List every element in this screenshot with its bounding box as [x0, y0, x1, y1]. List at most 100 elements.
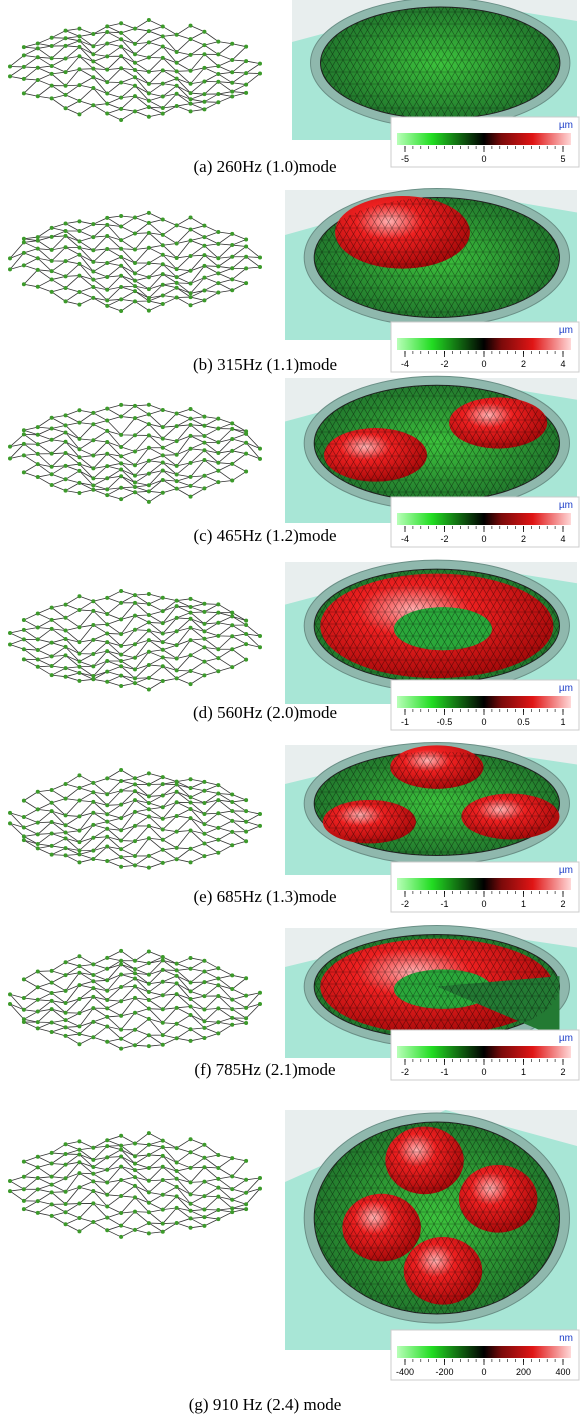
mesh-node — [36, 657, 40, 661]
mesh-node — [91, 476, 95, 480]
mesh-node — [133, 782, 137, 786]
mesh-node — [202, 822, 206, 826]
mesh-node — [77, 786, 81, 790]
mesh-node — [161, 848, 165, 852]
mesh-node — [147, 309, 151, 313]
mesh-node — [50, 999, 54, 1003]
colorbar: nm-400-2000200400 — [391, 1330, 579, 1380]
mesh-node — [77, 239, 81, 243]
mesh-node — [133, 614, 137, 618]
mesh-line — [10, 76, 121, 120]
panel: µm-1-0.500.51(d) 560Hz (2.0)mode — [8, 560, 579, 730]
mesh-node — [175, 599, 179, 603]
tick-label: 1 — [560, 717, 565, 727]
tick-label: 0 — [481, 717, 486, 727]
mesh-node — [244, 1159, 248, 1163]
mesh-node — [147, 1201, 151, 1205]
panel: µm-2-1012(e) 685Hz (1.3)mode — [8, 743, 579, 913]
mesh-node — [161, 453, 165, 457]
mesh-node — [50, 472, 54, 476]
mesh-node — [77, 408, 81, 412]
mesh-node — [189, 638, 193, 642]
mesh-node — [216, 1208, 220, 1212]
mesh-node — [202, 107, 206, 111]
mesh-node — [216, 1020, 220, 1024]
mesh-node — [244, 441, 248, 445]
mesh-node — [244, 623, 248, 627]
mesh-node — [216, 427, 220, 431]
mesh-node — [105, 42, 109, 46]
mesh-node — [36, 462, 40, 466]
mesh-node — [189, 1192, 193, 1196]
mesh-node — [147, 91, 151, 95]
mesh-node — [230, 232, 234, 236]
mesh-node — [133, 967, 137, 971]
mesh-node — [91, 811, 95, 815]
mesh-node — [77, 799, 81, 803]
mesh-node — [133, 279, 137, 283]
mesh-node — [147, 221, 151, 225]
mesh-node — [189, 1202, 193, 1206]
mesh-node — [216, 811, 220, 815]
mesh-node — [175, 800, 179, 804]
mesh-node — [36, 1165, 40, 1169]
mesh-node — [91, 986, 95, 990]
mesh-node — [64, 797, 68, 801]
mesh-node — [147, 982, 151, 986]
mesh-node — [175, 1185, 179, 1189]
mesh-node — [50, 290, 54, 294]
mesh-node — [202, 673, 206, 677]
mesh-node — [64, 106, 68, 110]
mesh-node — [147, 18, 151, 22]
mesh-node — [119, 274, 123, 278]
mesh-node — [244, 470, 248, 474]
mesh-node — [77, 983, 81, 987]
mesh-node — [133, 601, 137, 605]
mesh-node — [189, 238, 193, 242]
mesh-node — [230, 1156, 234, 1160]
mesh-node — [105, 1144, 109, 1148]
mesh-node — [161, 1021, 165, 1025]
mesh-node — [119, 1165, 123, 1169]
mesh-node — [8, 1002, 12, 1006]
mesh-node — [189, 254, 193, 258]
mesh-node — [91, 260, 95, 264]
wireframe — [8, 1131, 262, 1239]
mesh-node — [175, 487, 179, 491]
mesh-node — [202, 1180, 206, 1184]
mesh-node — [8, 1179, 12, 1183]
mesh-node — [147, 55, 151, 59]
mesh-node — [161, 817, 165, 821]
mesh-node — [36, 256, 40, 260]
mesh-node — [119, 1235, 123, 1239]
mesh-node — [147, 1131, 151, 1135]
mesh-node — [64, 274, 68, 278]
mesh-node — [161, 958, 165, 962]
mesh-node — [189, 653, 193, 657]
mesh-node — [161, 648, 165, 652]
mesh-node — [22, 45, 26, 49]
mesh-node — [189, 795, 193, 799]
mesh-node — [202, 43, 206, 47]
mesh-node — [175, 629, 179, 633]
mesh-node — [105, 820, 109, 824]
mesh-line — [24, 956, 80, 979]
mesh-node — [119, 214, 123, 218]
mesh-node — [77, 860, 81, 864]
mesh-node — [175, 1221, 179, 1225]
tick-label: 400 — [555, 1367, 570, 1377]
surface-render — [285, 1110, 577, 1350]
mesh-node — [147, 814, 151, 818]
mesh-node — [133, 449, 137, 453]
mesh-node — [105, 835, 109, 839]
mesh-node — [175, 267, 179, 271]
mesh-node — [105, 649, 109, 653]
mesh-node — [105, 261, 109, 265]
mesh-node — [105, 612, 109, 616]
mesh-node — [147, 638, 151, 642]
mesh-node — [77, 773, 81, 777]
mesh-node — [175, 830, 179, 834]
mesh-node — [175, 411, 179, 415]
mesh-node — [202, 1026, 206, 1030]
mesh-node — [64, 1222, 68, 1226]
